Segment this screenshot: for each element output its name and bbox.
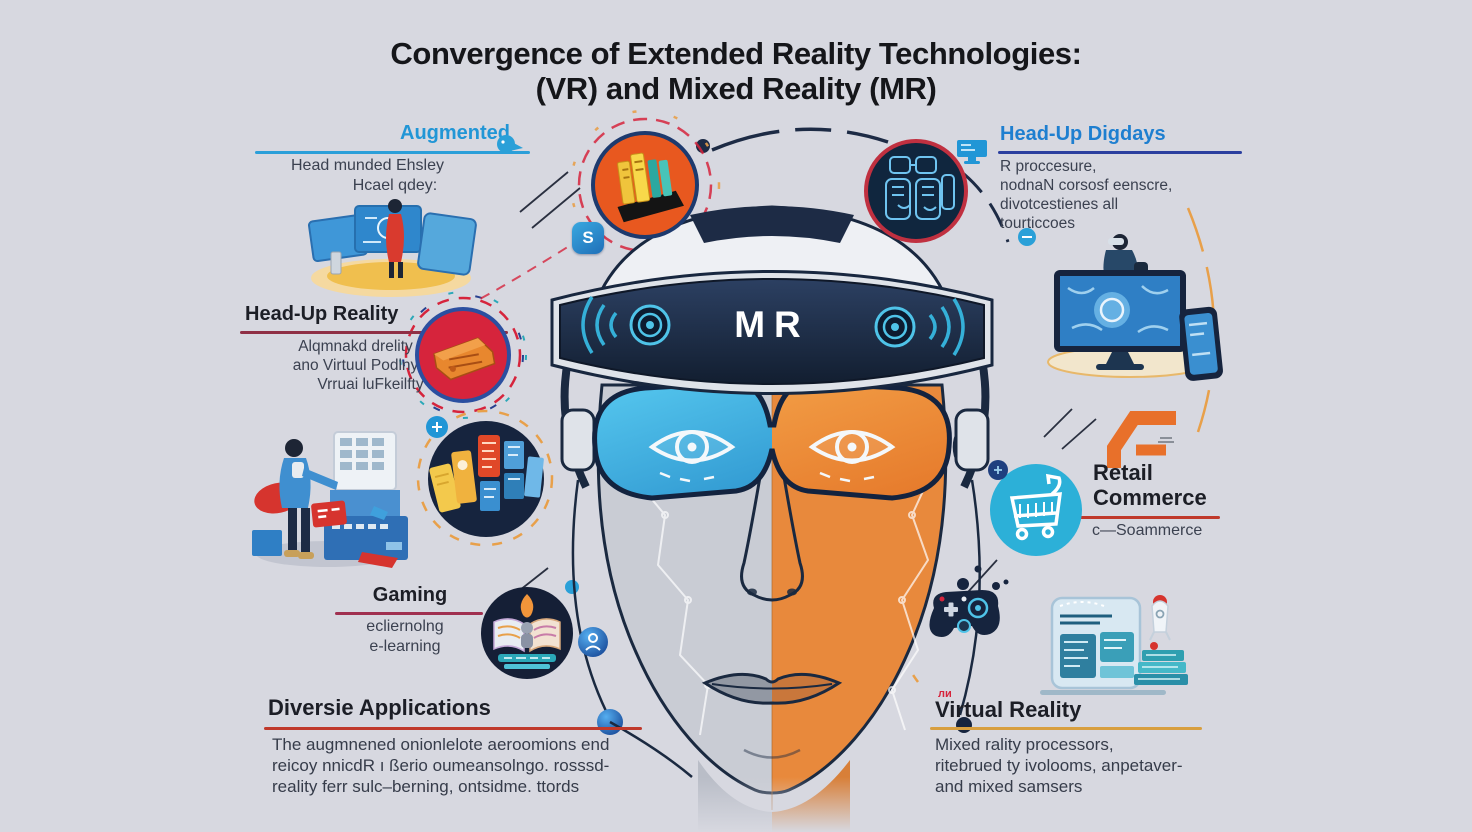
s-badge-label: S — [582, 228, 594, 247]
head-up-reality-heading: Head-Up Reality — [245, 303, 399, 325]
vr-workstation-illustration — [1047, 234, 1223, 381]
eye-right — [808, 430, 896, 483]
retail-commerce-heading: Retail Commerce — [1093, 460, 1207, 510]
game-controller-icon — [929, 579, 1009, 637]
s-badge-icon: S — [572, 222, 604, 254]
head-up-displays-text: R proccesure, nodnaN corsosf eenscre, di… — [1000, 157, 1260, 233]
chin-crease — [743, 748, 801, 759]
hud-line-1: R proccesure, — [1000, 158, 1097, 175]
diverse-applications-heading: Diversie Applications — [268, 695, 491, 720]
head-up-displays-heading: Head-Up Digdays — [1000, 123, 1166, 145]
gaming-heading: Gaming — [372, 584, 448, 606]
gaming-line-1: ecliernolng — [366, 618, 444, 635]
mr-headset-head-illustration: MR — [550, 205, 994, 832]
headset-top-cap — [690, 206, 854, 243]
hud-line-3: divotcestienes all — [1000, 196, 1119, 213]
vr-line-2: ritebrued ty ivolooms, anpetaver- — [935, 756, 1183, 775]
retail-line: Retail — [1093, 460, 1153, 485]
title-line-1: Convergence of Extended Reality Technolo… — [390, 36, 1082, 71]
head-up-reality-text: Alqmnakd drelity ano Virtuul Podlny Vrru… — [238, 337, 473, 394]
diverse-applications-underline — [264, 727, 642, 730]
ar-screens-illustration — [307, 199, 477, 297]
wifi-icon-left — [581, 296, 618, 354]
nose — [740, 476, 804, 602]
neck-fade — [670, 777, 880, 832]
augmented-line-2: Hcael qdey: — [352, 177, 438, 194]
shopping-cart-icon — [988, 460, 1082, 556]
page-title: Convergence of Extended Reality Technolo… — [0, 36, 1472, 106]
retail-commerce-underline — [1060, 516, 1220, 519]
retail-kiosk-illustration — [252, 431, 408, 568]
hur-line-2: ano Virtuul Podlny — [292, 357, 419, 374]
wireframe-circle-icon — [864, 139, 968, 243]
open-book-icon — [481, 587, 573, 679]
lips — [701, 672, 843, 705]
commerce-line: Commerce — [1093, 485, 1207, 510]
vr-books-icon — [1040, 595, 1188, 695]
gaming-line-2: e-learning — [369, 638, 441, 655]
g-logo-icon — [1107, 411, 1176, 468]
augmented-heading: Augmented — [400, 122, 510, 144]
augmented-text: Head munded Ehsley Hcael qdey: — [225, 156, 510, 196]
vr-heading-artifact: ли — [938, 688, 952, 700]
augmented-underline — [255, 151, 530, 154]
earpiece-right — [954, 408, 990, 472]
wifi-icon-right — [928, 298, 965, 356]
hud-line-4: tourticcoes — [1000, 215, 1075, 232]
headset-label: MR — [734, 304, 810, 345]
hud-line-2: nodnaN corsosf eenscre, — [1000, 177, 1173, 194]
app-wall-icon — [426, 416, 544, 537]
head-up-displays-underline — [998, 151, 1242, 154]
da-line-3: reality ferr sulc–berning, ontsidme. tto… — [272, 777, 580, 796]
keyboard-icon — [415, 307, 511, 403]
gaming-underline — [335, 612, 483, 615]
monitor-icon — [957, 140, 987, 164]
vr-line-3: and mixed samsers — [935, 777, 1083, 796]
virtual-reality-heading: Virtual Reality — [935, 697, 1082, 722]
hur-line-3: Vrruai luFkeilfty — [317, 376, 424, 393]
sensor-icon-left — [629, 304, 671, 346]
da-line-2: reicoy nnicdR ı ßerio oumeansolngo. ross… — [272, 756, 610, 775]
bird-icon — [497, 135, 523, 153]
virtual-reality-underline — [930, 727, 1202, 730]
books-circle-icon — [591, 131, 699, 239]
wire-left — [571, 479, 608, 712]
augmented-line-1: Head munded Ehsley — [291, 157, 444, 174]
virtual-reality-text: Mixed rality processors, ritebrued ty iv… — [935, 734, 1245, 797]
retail-commerce-subtext: c—Soammerce — [1092, 522, 1203, 539]
headband: MR — [550, 270, 994, 395]
sensor-icon-right — [874, 306, 916, 348]
gaming-text: ecliernolng e-learning — [330, 617, 480, 657]
earpiece-left — [560, 408, 596, 472]
hur-line-1: Alqmnakd drelity — [298, 338, 413, 355]
sphere-user-icon — [578, 627, 608, 657]
vr-line-1: Mixed rality processors, — [935, 735, 1114, 754]
diverse-applications-text: The augmnened onionlelote aeroomions end… — [272, 734, 662, 797]
head-up-reality-underline — [240, 331, 508, 334]
goggles — [595, 363, 950, 498]
da-line-1: The augmnened onionlelote aeroomions end — [272, 735, 610, 754]
eye-left — [648, 430, 736, 483]
title-line-2: (VR) and Mixed Reality (MR) — [535, 71, 937, 106]
